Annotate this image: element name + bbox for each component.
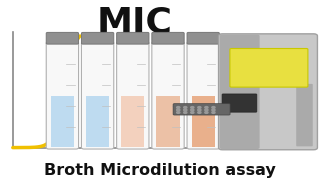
Circle shape xyxy=(198,107,201,108)
FancyBboxPatch shape xyxy=(187,32,220,44)
Circle shape xyxy=(205,109,208,111)
FancyBboxPatch shape xyxy=(46,42,79,149)
Bar xyxy=(86,96,109,147)
Circle shape xyxy=(198,112,201,113)
FancyBboxPatch shape xyxy=(117,32,149,44)
FancyBboxPatch shape xyxy=(222,94,257,112)
Circle shape xyxy=(198,109,201,111)
Circle shape xyxy=(212,109,215,111)
Text: MIC: MIC xyxy=(96,5,172,39)
Bar xyxy=(191,96,215,147)
FancyBboxPatch shape xyxy=(296,84,313,146)
FancyBboxPatch shape xyxy=(81,32,114,44)
Circle shape xyxy=(177,112,180,113)
Circle shape xyxy=(191,112,194,113)
FancyBboxPatch shape xyxy=(152,42,184,149)
FancyBboxPatch shape xyxy=(152,32,184,44)
Circle shape xyxy=(205,112,208,113)
FancyBboxPatch shape xyxy=(46,32,79,44)
Circle shape xyxy=(212,112,215,113)
Circle shape xyxy=(184,107,187,108)
Circle shape xyxy=(212,107,215,108)
Circle shape xyxy=(191,107,194,108)
FancyBboxPatch shape xyxy=(117,42,149,149)
Bar xyxy=(51,96,74,147)
FancyBboxPatch shape xyxy=(219,34,317,150)
Bar xyxy=(121,96,145,147)
FancyBboxPatch shape xyxy=(220,35,260,149)
Text: Broth Microdilution assay: Broth Microdilution assay xyxy=(44,163,276,178)
FancyBboxPatch shape xyxy=(81,42,114,149)
FancyBboxPatch shape xyxy=(187,42,220,149)
Circle shape xyxy=(205,107,208,108)
Circle shape xyxy=(191,109,194,111)
Circle shape xyxy=(177,109,180,111)
Circle shape xyxy=(177,107,180,108)
Circle shape xyxy=(184,109,187,111)
Bar xyxy=(156,96,180,147)
Circle shape xyxy=(184,112,187,113)
FancyBboxPatch shape xyxy=(230,48,308,87)
FancyBboxPatch shape xyxy=(173,104,230,115)
